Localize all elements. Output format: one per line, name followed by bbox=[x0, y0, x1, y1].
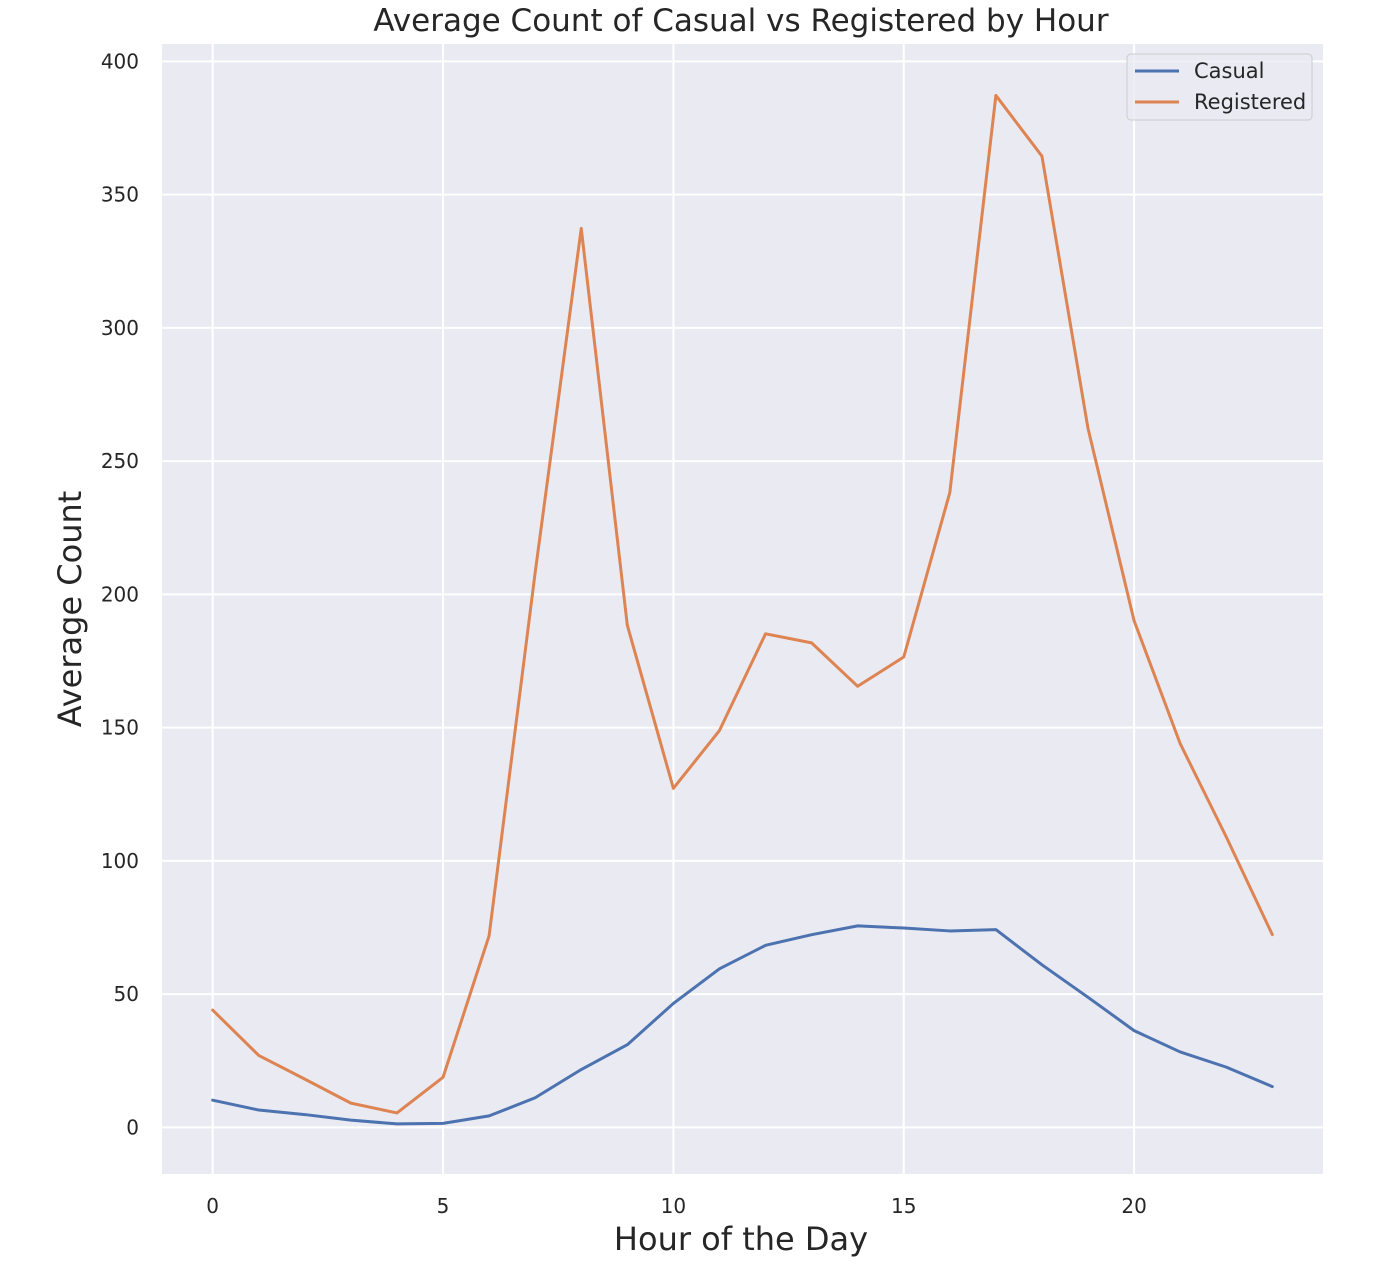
x-tick-label: 0 bbox=[206, 1194, 219, 1218]
y-axis-title: Average Count bbox=[51, 491, 89, 728]
x-tick-label: 20 bbox=[1121, 1194, 1146, 1218]
x-tick-label: 15 bbox=[891, 1194, 916, 1218]
tick-labels: 0 50 100 150 200 250 300 350 400 0 5 10 15 20 bbox=[101, 49, 1147, 1218]
y-tick-label: 300 bbox=[101, 316, 139, 340]
series-lines bbox=[211, 93, 1274, 1126]
y-tick-label: 150 bbox=[101, 716, 139, 740]
plot-background bbox=[162, 44, 1323, 1174]
series-line-casual bbox=[211, 924, 1274, 1126]
y-tick-label: 0 bbox=[126, 1115, 139, 1139]
y-tick-label: 400 bbox=[101, 49, 139, 73]
gridlines bbox=[162, 44, 1323, 1174]
legend-label-registered: Registered bbox=[1194, 90, 1306, 114]
y-tick-label: 50 bbox=[114, 982, 139, 1006]
series-line-registered bbox=[211, 93, 1274, 1115]
y-tick-label: 250 bbox=[101, 449, 139, 473]
x-axis-title: Hour of the Day bbox=[614, 1220, 868, 1258]
x-tick-label: 10 bbox=[661, 1194, 686, 1218]
y-tick-label: 200 bbox=[101, 582, 139, 606]
chart-title: Average Count of Casual vs Registered by… bbox=[373, 3, 1108, 39]
y-tick-label: 350 bbox=[101, 183, 139, 207]
x-tick-label: 5 bbox=[437, 1194, 450, 1218]
legend: Casual Registered bbox=[1126, 53, 1313, 121]
y-tick-label: 100 bbox=[101, 849, 139, 873]
legend-label-casual: Casual bbox=[1194, 59, 1265, 83]
